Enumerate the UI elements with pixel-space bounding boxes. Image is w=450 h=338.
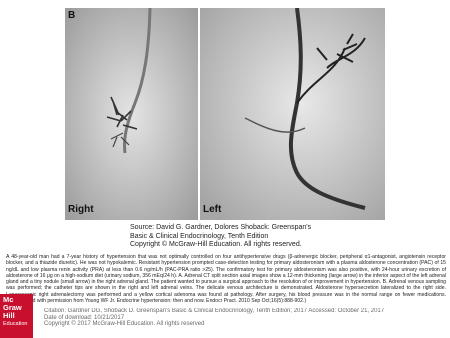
logo-line: Education: [3, 321, 28, 327]
copyright: Copyright © 2017 McGraw-Hill Education. …: [44, 321, 205, 327]
source-line: Copyright © McGraw-Hill Education. All r…: [130, 241, 302, 248]
source-line: Source: David G. Gardner, Dolores Shobac…: [130, 224, 312, 231]
figure: B Right Left: [65, 7, 385, 220]
download-date: Date of download: 10/21/2017: [44, 315, 125, 321]
logo: Mc Graw Hill Education: [0, 294, 33, 338]
panel-label: Right: [68, 204, 94, 215]
source-line: Basic & Clinical Endocrinology, Tenth Ed…: [130, 232, 269, 240]
citation: Citation: Gardner DG, Shoback D. Greensp…: [44, 308, 385, 314]
logo-line: Hill: [3, 311, 15, 320]
caption: A 48-year-old man had a 7-year history o…: [6, 254, 446, 305]
panel-label: B: [68, 10, 76, 21]
logo-line: Graw: [3, 303, 22, 312]
panel-label: Left: [203, 204, 222, 215]
angiogram-images: [65, 7, 385, 220]
source: Source: David G. Gardner, Dolores Shobac…: [130, 224, 390, 250]
logo-line: Mc: [3, 295, 14, 304]
